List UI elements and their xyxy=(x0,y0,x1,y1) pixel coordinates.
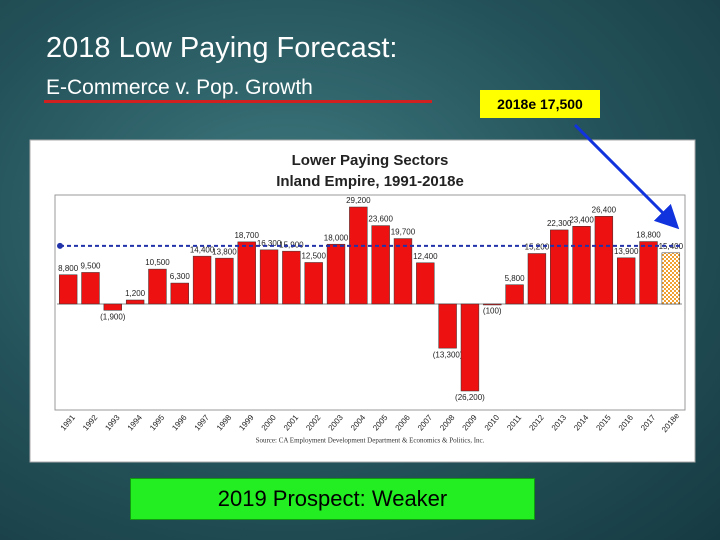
bar xyxy=(259,249,279,305)
data-label: 16,300 xyxy=(257,239,282,248)
data-label: (26,200) xyxy=(455,393,485,402)
data-label: 18,000 xyxy=(324,233,349,242)
bar xyxy=(617,257,636,305)
chart-subtitle: Inland Empire, 1991-2018e xyxy=(276,173,464,190)
callout: 2018e 17,500 xyxy=(480,90,600,118)
data-label: 19,700 xyxy=(391,228,416,237)
data-label: 8,800 xyxy=(58,264,79,273)
bar xyxy=(393,238,413,305)
data-label: 23,600 xyxy=(368,215,393,224)
data-label: 10,500 xyxy=(145,258,170,267)
bar xyxy=(81,272,100,305)
data-label: (1,900) xyxy=(100,312,126,321)
bar xyxy=(215,257,234,305)
bar xyxy=(505,284,524,305)
bar xyxy=(661,252,681,305)
bar xyxy=(282,250,301,305)
bar xyxy=(572,226,591,305)
data-label: 12,500 xyxy=(301,252,326,261)
data-label: 18,700 xyxy=(234,231,259,240)
bar xyxy=(416,262,435,305)
bar xyxy=(483,303,502,306)
underline xyxy=(44,100,432,103)
data-label: 6,300 xyxy=(170,272,191,281)
bar xyxy=(148,268,167,305)
data-label: 1,200 xyxy=(125,289,146,298)
bar xyxy=(527,253,547,305)
data-label: 12,400 xyxy=(413,252,438,261)
data-label: 15,200 xyxy=(525,243,550,252)
bar xyxy=(103,303,122,311)
bar xyxy=(58,274,78,305)
data-label: 9,500 xyxy=(80,262,101,271)
data-label: (100) xyxy=(483,306,502,315)
data-label: 15,900 xyxy=(279,240,304,249)
bar xyxy=(594,216,614,305)
bar xyxy=(125,299,145,305)
data-label: 14,400 xyxy=(190,245,215,254)
bar xyxy=(371,225,390,305)
slide-title: 2018 Low Paying Forecast: xyxy=(46,32,398,64)
bar xyxy=(639,241,658,305)
data-label: (13,300) xyxy=(433,350,463,359)
bar xyxy=(237,241,256,305)
bar xyxy=(192,255,212,305)
bar xyxy=(326,243,346,305)
source: Source: CA Employment Development Depart… xyxy=(256,437,485,445)
bar xyxy=(304,262,323,305)
data-label: 22,300 xyxy=(547,219,572,228)
bar xyxy=(349,206,368,305)
slide-subtitle: E-Commerce v. Pop. Growth xyxy=(46,76,313,99)
bar xyxy=(550,229,569,305)
data-label: 23,400 xyxy=(569,215,594,224)
data-label: 5,800 xyxy=(505,274,526,283)
data-label: 13,900 xyxy=(614,247,639,256)
data-label: 13,800 xyxy=(212,247,237,256)
bar xyxy=(170,282,189,305)
data-label: 26,400 xyxy=(592,205,617,214)
data-label: 18,800 xyxy=(636,231,661,240)
bar xyxy=(460,303,480,392)
data-label: 29,200 xyxy=(346,196,371,205)
reference-dot xyxy=(57,242,63,249)
chart-title: Lower Paying Sectors xyxy=(292,152,449,169)
callout-arrow xyxy=(573,123,680,230)
bar xyxy=(438,303,457,349)
prospect-box: 2019 Prospect: Weaker xyxy=(130,478,535,520)
